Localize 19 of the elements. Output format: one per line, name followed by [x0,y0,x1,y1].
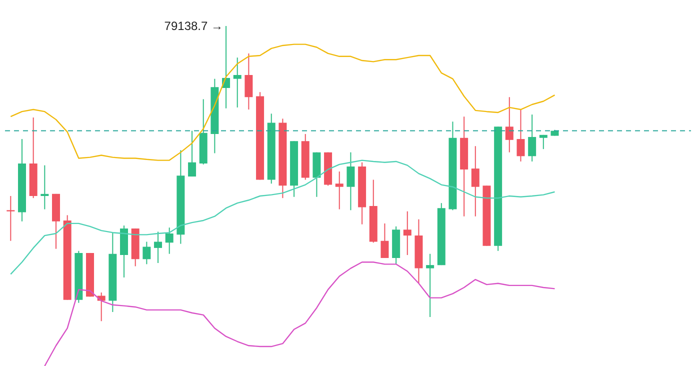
candlestick [403,210,412,256]
candlestick [346,152,355,211]
candlestick [165,227,174,254]
candlestick [539,134,548,150]
candlestick [516,109,525,162]
candlestick [6,196,15,242]
candlestick [528,114,536,162]
candlestick [154,231,162,264]
candlestick [233,57,242,108]
candlestick [40,164,49,210]
candlestick [142,241,151,265]
candlestick [426,253,434,318]
candlestick [244,52,253,110]
candlestick [471,146,480,217]
candlestick [188,130,196,178]
candlestick [380,222,389,258]
candlestick [335,171,344,210]
candlestick [505,96,514,153]
annotation: 79138.7 → [164,19,224,33]
